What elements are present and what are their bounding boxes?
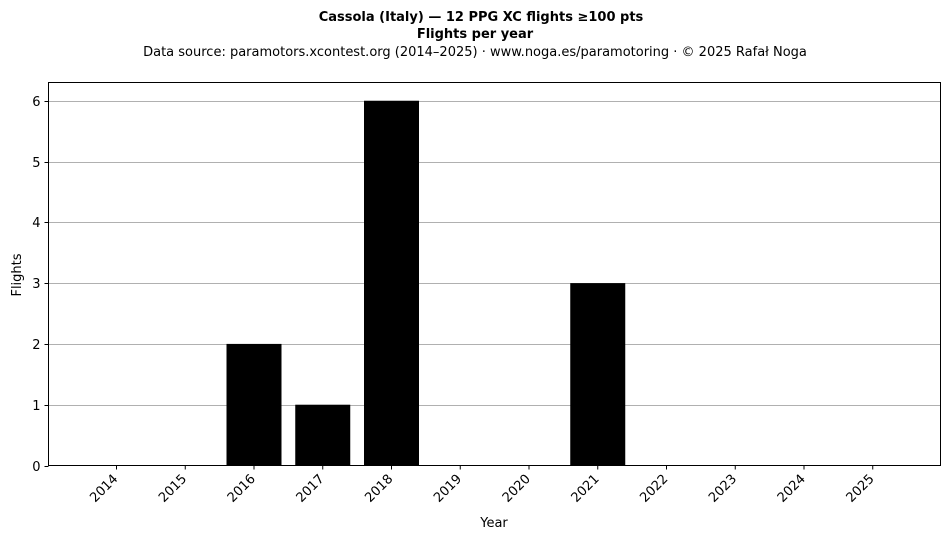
x-tick-label: 2016 bbox=[225, 472, 259, 506]
x-tick-label: 2022 bbox=[637, 472, 671, 506]
x-tick-label: 2018 bbox=[362, 472, 396, 506]
chart-title: Cassola (Italy) — 12 PPG XC flights ≥100… bbox=[319, 10, 644, 25]
x-tick-label: 2019 bbox=[431, 472, 465, 506]
y-axis: 0 1 2 3 4 5 6 bbox=[32, 95, 49, 475]
chart-subtitle: Flights per year bbox=[417, 27, 534, 42]
y-tick-label: 3 bbox=[32, 277, 40, 292]
y-tick-label: 4 bbox=[32, 216, 40, 231]
bar-2021 bbox=[570, 283, 626, 466]
x-tick-label: 2021 bbox=[569, 472, 603, 506]
bars bbox=[226, 100, 626, 466]
x-tick-label: 2015 bbox=[156, 472, 190, 506]
x-tick-label: 2014 bbox=[87, 472, 121, 506]
bar-2016 bbox=[226, 343, 282, 466]
x-tick-label: 2024 bbox=[775, 472, 809, 506]
x-tick-label: 2017 bbox=[294, 472, 328, 506]
chart-source: Data source: paramotors.xcontest.org (20… bbox=[143, 45, 807, 60]
y-tick-label: 0 bbox=[32, 460, 40, 475]
y-tick-label: 2 bbox=[32, 338, 40, 353]
y-axis-label: Flights bbox=[10, 253, 25, 296]
bar-2018 bbox=[364, 100, 419, 466]
grid bbox=[48, 101, 941, 406]
x-tick-label: 2025 bbox=[844, 472, 878, 506]
x-tick-label: 2020 bbox=[500, 472, 534, 506]
bar-2017 bbox=[295, 404, 351, 466]
x-tick-label: 2023 bbox=[706, 472, 740, 506]
x-axis-label: Year bbox=[479, 516, 508, 531]
plot-frame bbox=[48, 82, 941, 466]
y-tick-label: 5 bbox=[32, 156, 40, 171]
y-tick-label: 1 bbox=[32, 399, 40, 414]
y-tick-label: 6 bbox=[32, 95, 40, 110]
x-axis: 2014 2015 2016 2017 2018 2019 2020 2021 2022 2023… bbox=[87, 465, 878, 506]
